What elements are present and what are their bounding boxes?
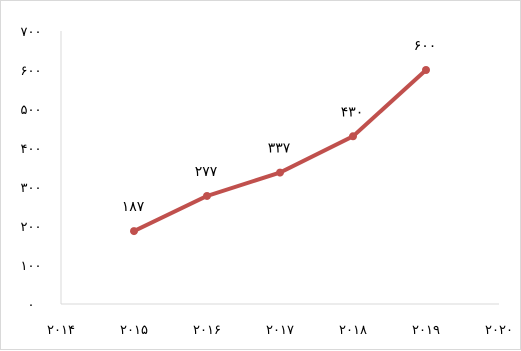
y-tick-label: ۷۰۰ xyxy=(21,25,42,40)
x-tick-label: ۲۰۱۹ xyxy=(412,323,440,338)
data-label: ۶۰۰ xyxy=(414,38,437,54)
y-tick-label: ۰ xyxy=(28,298,35,313)
data-point xyxy=(276,168,284,177)
y-tick-label: ۴۰۰ xyxy=(21,142,42,157)
data-label: ۳۳۷ xyxy=(268,141,291,157)
chart-axes xyxy=(60,31,499,305)
data-point xyxy=(203,191,211,200)
data-label: ۲۷۷ xyxy=(195,164,218,180)
y-tick-label: ۲۰۰ xyxy=(21,220,42,235)
x-tick-label: ۲۰۱۸ xyxy=(339,323,367,338)
y-tick-label: ۵۰۰ xyxy=(21,103,42,118)
data-label: ۴۳۰ xyxy=(341,104,364,120)
data-point xyxy=(422,66,430,74)
x-tick-label: ۲۰۱۷ xyxy=(266,323,294,338)
data-label: ۱۸۷ xyxy=(122,199,145,215)
x-tick-label: ۲۰۱۶ xyxy=(193,323,221,338)
data-labels: ۱۸۷ ۲۷۷ ۳۳۷ ۴۳۰ ۶۰۰ xyxy=(122,38,437,215)
data-point xyxy=(130,227,138,236)
data-point xyxy=(349,132,357,141)
y-tick-label: ۳۰۰ xyxy=(21,181,42,196)
y-tick-label: ۱۰۰ xyxy=(21,259,42,274)
x-tick-label: ۲۰۱۵ xyxy=(120,323,148,338)
x-axis-ticks: ۲۰۱۴ ۲۰۱۵ ۲۰۱۶ ۲۰۱۷ ۲۰۱۸ ۲۰۱۹ ۲۰۲۰ xyxy=(47,323,513,338)
series-group xyxy=(130,66,430,236)
y-axis-ticks: ۰ ۱۰۰ ۲۰۰ ۳۰۰ ۴۰۰ ۵۰۰ ۶۰۰ ۷۰۰ xyxy=(21,25,42,313)
x-tick-label: ۲۰۱۴ xyxy=(47,323,75,338)
y-tick-label: ۶۰۰ xyxy=(21,64,42,79)
x-tick-label: ۲۰۲۰ xyxy=(485,323,513,338)
